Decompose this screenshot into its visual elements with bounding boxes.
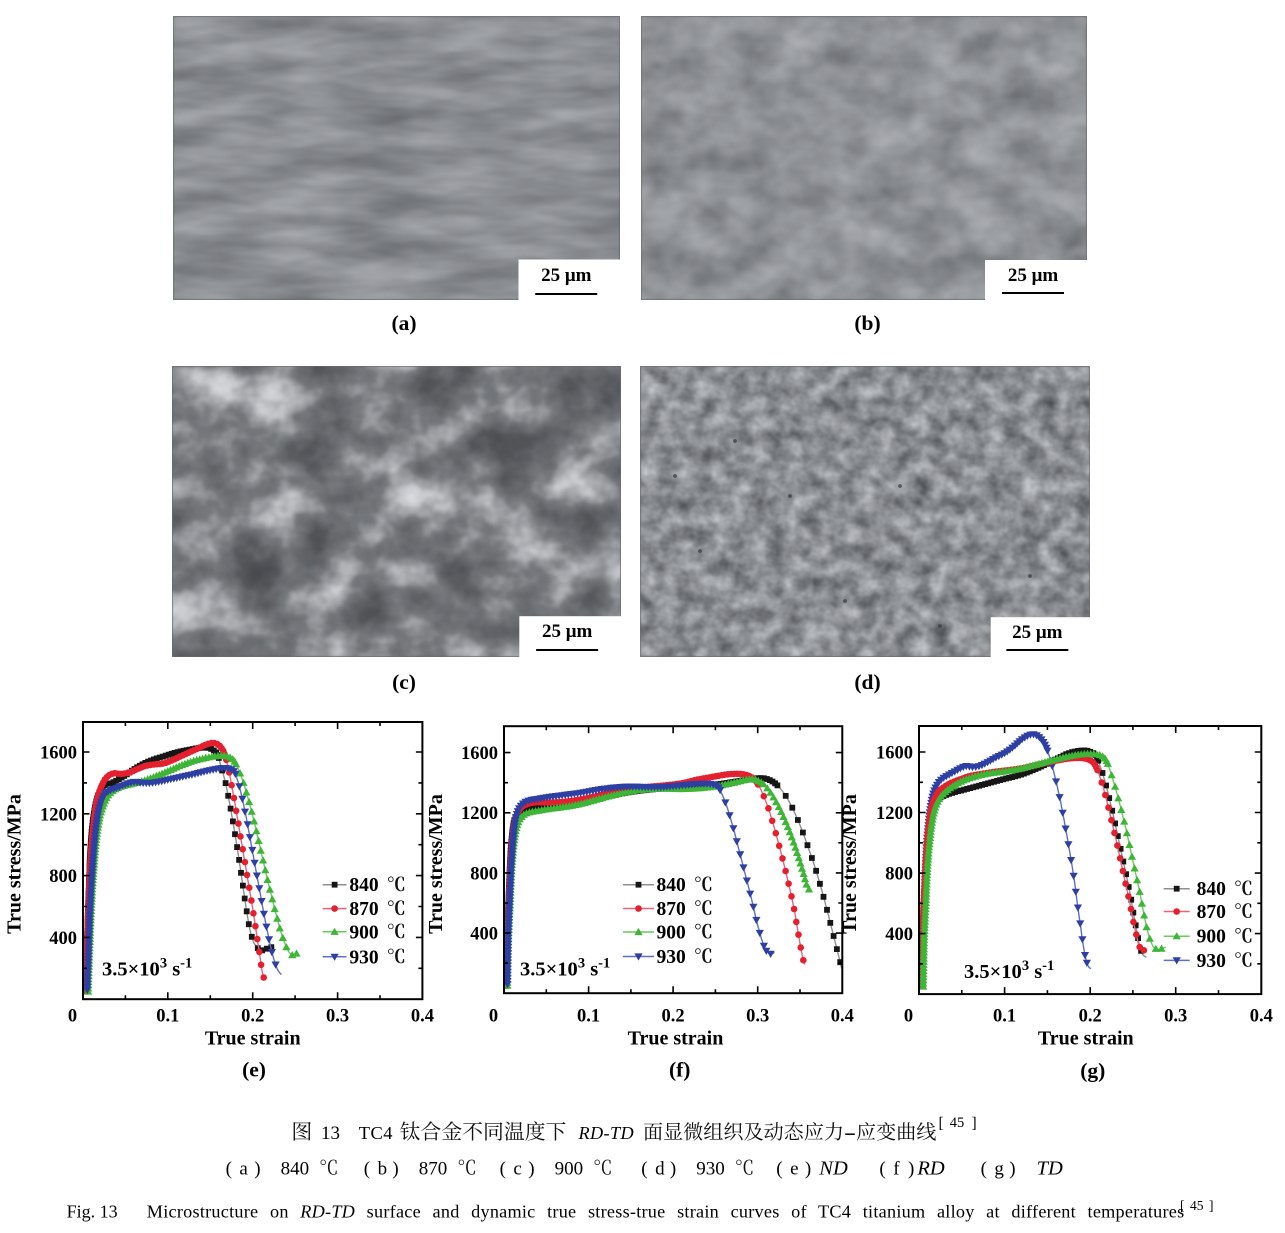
svg-text:400: 400 <box>49 929 77 949</box>
svg-text:True stress/MPa: True stress/MPa <box>4 794 26 934</box>
svg-text:1600: 1600 <box>876 744 913 764</box>
svg-text:True strain: True strain <box>628 1028 724 1050</box>
svg-text:True stress/MPa: True stress/MPa <box>425 794 447 934</box>
svg-text:1200: 1200 <box>40 805 77 825</box>
svg-text:870: 870 <box>657 899 686 920</box>
svg-text:45: 45 <box>1190 1198 1204 1213</box>
svg-text:True stress/MPa: True stress/MPa <box>839 794 861 934</box>
svg-text:0.1: 0.1 <box>577 1006 600 1026</box>
svg-text:): ) <box>1009 1159 1015 1180</box>
svg-text:840: 840 <box>1197 879 1226 900</box>
svg-text:840: 840 <box>281 1159 310 1180</box>
svg-text:25 μm: 25 μm <box>541 265 592 286</box>
svg-text:RD: RD <box>916 1158 945 1180</box>
svg-text:400: 400 <box>470 925 498 945</box>
svg-text:1200: 1200 <box>461 804 498 824</box>
svg-text:400: 400 <box>885 925 913 945</box>
svg-text:870: 870 <box>1197 902 1226 923</box>
svg-text:45: 45 <box>950 1115 965 1131</box>
svg-text:930: 930 <box>696 1159 725 1180</box>
svg-text:0.3: 0.3 <box>746 1006 769 1026</box>
svg-text:800: 800 <box>470 864 498 884</box>
svg-text:1600: 1600 <box>40 744 77 764</box>
svg-text:e: e <box>790 1159 798 1180</box>
svg-text:b: b <box>378 1159 388 1180</box>
svg-text:[: [ <box>939 1115 944 1132</box>
svg-text:25 μm: 25 μm <box>1008 265 1059 286</box>
svg-text:840: 840 <box>349 875 378 896</box>
svg-text:a: a <box>239 1159 248 1180</box>
svg-text:): ) <box>670 1159 676 1180</box>
svg-text:0.4: 0.4 <box>411 1006 434 1026</box>
svg-text:13: 13 <box>321 1123 340 1144</box>
svg-text:(: ( <box>981 1159 987 1180</box>
svg-text:Fig. 13: Fig. 13 <box>67 1202 118 1222</box>
svg-text:25 μm: 25 μm <box>542 621 593 642</box>
svg-text:0.2: 0.2 <box>241 1006 264 1026</box>
svg-text:d: d <box>655 1159 665 1180</box>
svg-text:0.3: 0.3 <box>326 1006 349 1026</box>
svg-text:930: 930 <box>1197 951 1226 972</box>
svg-text:1600: 1600 <box>461 744 498 764</box>
svg-text:0.4: 0.4 <box>1250 1006 1273 1026</box>
svg-text:900: 900 <box>1197 927 1226 948</box>
svg-text:0.2: 0.2 <box>662 1006 685 1026</box>
svg-text:930: 930 <box>657 947 686 968</box>
svg-text:900: 900 <box>349 922 378 943</box>
svg-text:0.1: 0.1 <box>993 1006 1016 1026</box>
svg-text:f: f <box>893 1159 900 1180</box>
svg-text:]: ] <box>1209 1198 1214 1213</box>
svg-text:800: 800 <box>885 865 913 885</box>
svg-text:0.3: 0.3 <box>1164 1006 1187 1026</box>
svg-text:c: c <box>513 1159 521 1180</box>
svg-text:RD-TD: RD-TD <box>578 1123 635 1143</box>
svg-text:(: ( <box>776 1159 782 1180</box>
svg-text:Microstructure on RD-TD surfac: Microstructure on RD-TD surface and dyna… <box>147 1202 1185 1222</box>
svg-text:True strain: True strain <box>1038 1028 1134 1050</box>
svg-text:0: 0 <box>489 1006 498 1026</box>
svg-text:(: ( <box>879 1159 885 1180</box>
svg-text:True strain: True strain <box>205 1028 301 1050</box>
svg-text:]: ] <box>972 1115 977 1132</box>
svg-text:930: 930 <box>349 947 378 968</box>
svg-text:840: 840 <box>657 875 686 896</box>
svg-text:25 μm: 25 μm <box>1012 622 1063 643</box>
svg-text:): ) <box>392 1159 398 1180</box>
svg-text:0.4: 0.4 <box>831 1006 854 1026</box>
svg-text:[: [ <box>1180 1198 1185 1213</box>
svg-text:900: 900 <box>657 923 686 944</box>
svg-text:): ) <box>528 1159 534 1180</box>
svg-text:(: ( <box>226 1159 232 1180</box>
svg-text:870: 870 <box>349 899 378 920</box>
svg-text:0: 0 <box>68 1006 77 1026</box>
svg-text:ND: ND <box>818 1158 848 1180</box>
svg-text:3.5×103 s-1: 3.5×103 s-1 <box>964 958 1054 983</box>
svg-text:3.5×103 s-1: 3.5×103 s-1 <box>102 956 192 981</box>
svg-text:(g): (g) <box>1080 1059 1105 1083</box>
svg-text:(: ( <box>641 1159 647 1180</box>
svg-text:0: 0 <box>904 1006 913 1026</box>
svg-text:TC4: TC4 <box>359 1123 393 1143</box>
svg-text:3.5×103 s-1: 3.5×103 s-1 <box>520 956 610 981</box>
svg-text:900: 900 <box>555 1159 584 1180</box>
svg-text:800: 800 <box>49 867 77 887</box>
svg-text:(: ( <box>364 1159 370 1180</box>
svg-text:1200: 1200 <box>876 804 913 824</box>
svg-text:g: g <box>994 1159 1004 1180</box>
svg-text:870: 870 <box>419 1159 448 1180</box>
svg-text:(e): (e) <box>242 1058 266 1082</box>
svg-text:(f): (f) <box>669 1058 690 1082</box>
svg-text:(: ( <box>500 1159 506 1180</box>
svg-text:): ) <box>254 1159 260 1180</box>
svg-text:0.1: 0.1 <box>156 1006 179 1026</box>
svg-text:TD: TD <box>1037 1158 1063 1180</box>
svg-text:0.2: 0.2 <box>1079 1006 1102 1026</box>
svg-text:): ) <box>908 1159 914 1180</box>
svg-text:): ) <box>805 1159 811 1180</box>
